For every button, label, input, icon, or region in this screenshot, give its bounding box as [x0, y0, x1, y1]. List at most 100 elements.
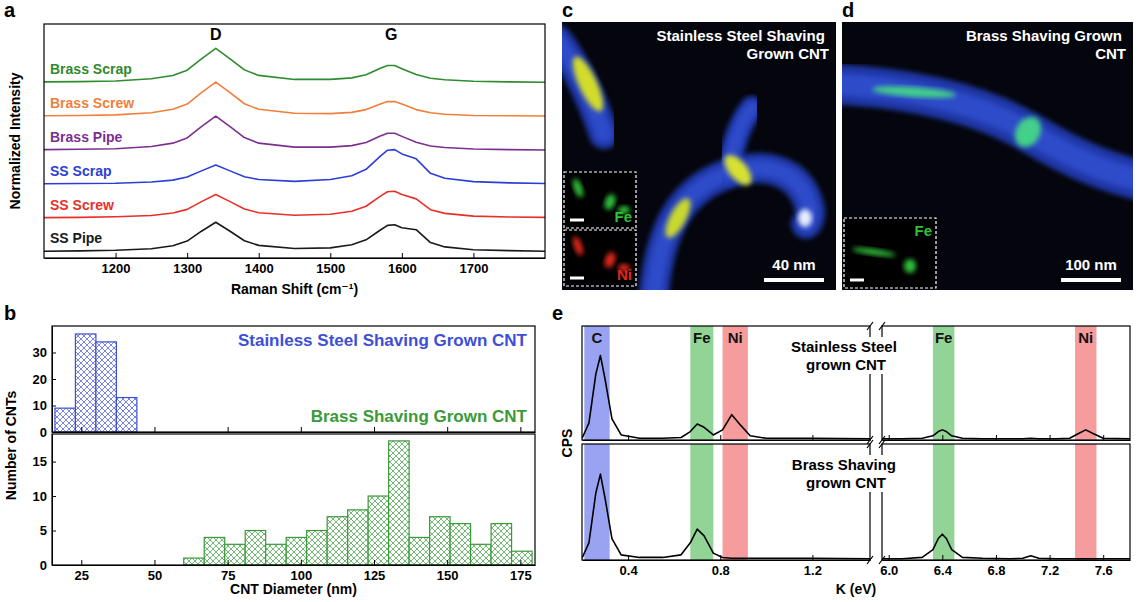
axis-break [867, 556, 885, 564]
histogram-bar [204, 537, 224, 565]
tick-mark [1050, 435, 1051, 440]
tick-label: 1700 [459, 261, 488, 276]
image-title: Stainless Steel Shaving Grown CNT [656, 27, 829, 62]
tick: 7.2 [1041, 555, 1059, 578]
tick: 75 [221, 560, 235, 583]
tick-mark [116, 253, 117, 258]
tick [81, 427, 82, 432]
tick-mark [301, 560, 302, 565]
tick-label: 1300 [173, 261, 202, 276]
histogram-bar [286, 537, 306, 565]
histogram-bar [450, 524, 470, 565]
tick-mark [720, 555, 721, 560]
tick-mark [187, 253, 188, 258]
tick: 1300 [173, 253, 202, 276]
tick-mark [52, 432, 56, 433]
catalyst-particle [1010, 112, 1047, 152]
y-axis-title: Number of CNTs [3, 391, 19, 501]
band-label: C [592, 329, 603, 346]
tick [301, 427, 302, 432]
tick-label: 0.8 [712, 563, 730, 578]
tick [374, 427, 375, 432]
tick-mark [52, 353, 56, 354]
tick-mark [154, 560, 155, 565]
y-axis: 0102030 [33, 327, 56, 440]
x-axis-title: Raman Shift (cm⁻¹) [231, 281, 358, 297]
x-axis [53, 427, 536, 433]
scale-bar [1061, 278, 1121, 282]
tick: 100 [290, 560, 312, 583]
tick-mark [473, 253, 474, 258]
spectrum-line [882, 534, 1130, 558]
tick: 0 [40, 425, 56, 440]
tick: 1.2 [804, 555, 822, 578]
series-label: SS Screw [50, 197, 114, 213]
plot-frame [44, 24, 545, 258]
tick-mark [330, 253, 331, 258]
tick-label: 50 [148, 568, 162, 583]
spectrum-line [44, 191, 545, 217]
tick: 1400 [245, 253, 274, 276]
tick [996, 435, 997, 440]
series-label: SS Pipe [50, 230, 102, 246]
tick: 10 [33, 398, 56, 413]
element-band [690, 326, 713, 440]
tick-mark [1103, 435, 1104, 440]
tick-mark [52, 379, 56, 380]
axis-line [883, 560, 1131, 561]
tick-label: 175 [510, 568, 532, 583]
tick: 1600 [388, 253, 417, 276]
band-label: Fe [693, 329, 711, 346]
catalyst-particle [567, 53, 609, 115]
band-label: Ni [1078, 329, 1093, 346]
tick: 20 [33, 372, 56, 387]
text-line: Brass Shaving [792, 456, 900, 473]
panel-letter: e [552, 302, 563, 324]
element-map-inset: Fe [844, 218, 936, 288]
histogram-bar [225, 544, 245, 565]
panel-letter: d [842, 0, 854, 21]
axis-line [53, 432, 536, 433]
tick-label: 10 [33, 398, 47, 413]
label-background [789, 337, 903, 374]
tick [812, 435, 813, 440]
nanotube-core [842, 84, 1133, 182]
inset-scale-bar [850, 279, 864, 282]
tick: 125 [364, 560, 386, 583]
histogram-bar [245, 531, 265, 565]
tick-mark [259, 253, 260, 258]
catalyst-particle [798, 209, 812, 227]
tick [1103, 435, 1104, 440]
tick-label: 7.6 [1095, 563, 1113, 578]
axis-line [52, 435, 53, 566]
text-line: Stainless Steel [791, 338, 901, 355]
tick-label: 10 [33, 489, 47, 504]
plot-title: Stainless Steel Shaving Grown CNT [238, 331, 528, 350]
histogram-bar [266, 544, 286, 565]
band-label: Fe [935, 329, 953, 346]
x-axis-title: K (eV) [836, 581, 876, 597]
tick: 10 [33, 489, 56, 504]
tick-label: 6.8 [987, 563, 1005, 578]
catalyst-particle [720, 150, 757, 189]
tick-mark [996, 555, 997, 560]
spectrum-line [882, 430, 1130, 439]
tick-mark [301, 427, 302, 432]
peak-label: G [385, 26, 397, 43]
tick-label: 6.0 [880, 563, 898, 578]
micrograph-panel: FeNiStainless Steel Shaving Grown CNT40 … [557, 22, 836, 294]
inset-frame [564, 230, 636, 286]
plot-area [882, 326, 1130, 440]
x-axis: 6.0 6.4 6.8 7.2 7.6 [880, 555, 1130, 578]
catalyst-particle [661, 195, 696, 241]
tick-mark [1103, 555, 1104, 560]
text-line: Brass Shaving Grown [966, 27, 1126, 44]
tick [720, 435, 721, 440]
tick: 6.4 [934, 555, 953, 578]
histogram-bar [348, 510, 368, 565]
tick-mark [812, 555, 813, 560]
text-line: CNT [1095, 45, 1126, 62]
tick: 0.8 [712, 555, 730, 578]
tick [228, 427, 229, 432]
histogram-bar [389, 441, 409, 565]
